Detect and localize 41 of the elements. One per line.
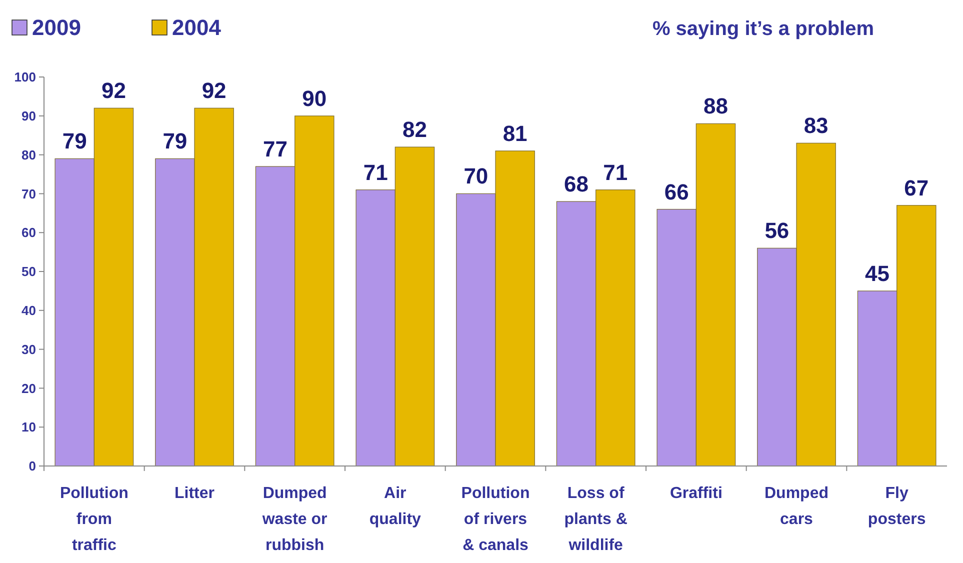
y-tick-label: 20 xyxy=(22,380,36,396)
data-label: 83 xyxy=(804,113,828,138)
x-tick-label: Dumped cars xyxy=(764,485,828,528)
data-label: 68 xyxy=(564,171,589,196)
y-tick-label: 90 xyxy=(22,108,36,124)
legend-label: 2009 xyxy=(32,15,81,40)
data-label: 92 xyxy=(202,78,226,104)
data-label: 45 xyxy=(865,260,890,286)
legend-label: 2004 xyxy=(172,15,222,40)
x-tick-label: Pollution from traffic xyxy=(60,485,128,554)
x-tick-label: Fly posters xyxy=(868,485,926,528)
data-label: 77 xyxy=(263,136,288,162)
data-label: 71 xyxy=(363,160,388,185)
y-tick-label: 30 xyxy=(22,342,36,357)
data-label: 82 xyxy=(402,117,427,142)
data-label: 66 xyxy=(664,179,689,204)
data-label: 90 xyxy=(302,86,327,111)
y-tick-label: 50 xyxy=(22,264,36,280)
x-tick-label: Graffiti xyxy=(670,485,722,502)
y-tick-label: 40 xyxy=(22,302,36,318)
x-tick-label: Dumped waste or rubbish xyxy=(261,485,328,554)
y-tick-label: 0 xyxy=(28,458,36,474)
data-label: 88 xyxy=(703,94,728,119)
data-label: 56 xyxy=(764,218,790,244)
y-tick-label: 10 xyxy=(22,420,36,435)
data-label: 71 xyxy=(603,160,628,185)
data-label: 81 xyxy=(502,120,528,146)
x-tick-label: Litter xyxy=(174,485,214,502)
chart-title: % saying it’s a problem xyxy=(652,18,874,40)
data-label: 79 xyxy=(62,128,87,154)
data-label: 92 xyxy=(101,78,126,104)
y-tick-label: 70 xyxy=(22,186,36,202)
x-tick-label: Air quality xyxy=(369,485,422,528)
y-tick-label: 60 xyxy=(22,225,36,240)
y-tick-label: 100 xyxy=(14,70,36,85)
y-tick-label: 80 xyxy=(22,147,36,162)
data-label: 79 xyxy=(162,128,188,154)
x-tick-label: Loss of plants & wildlife xyxy=(564,485,628,554)
data-label: 70 xyxy=(464,164,488,189)
x-tick-label: Pollution of rivers & canals xyxy=(461,485,530,554)
data-label: 67 xyxy=(904,175,929,200)
